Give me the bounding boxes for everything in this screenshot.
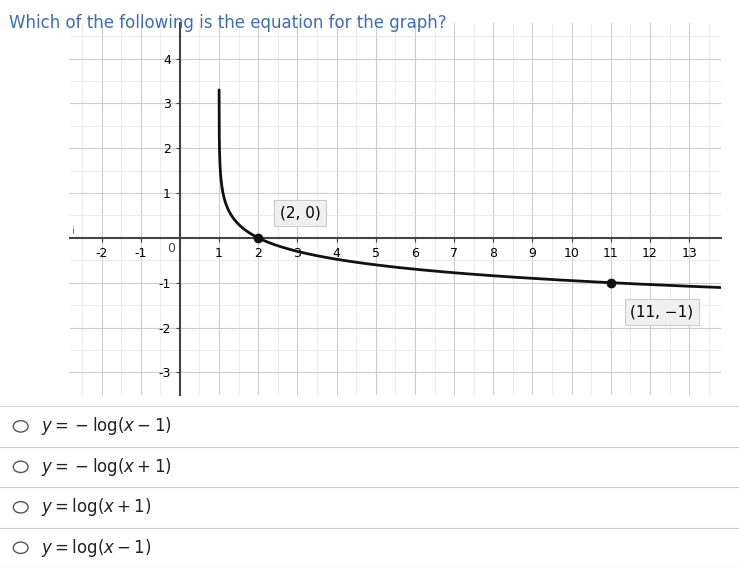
Text: $y = -\log(x + 1)$: $y = -\log(x + 1)$ (41, 456, 171, 478)
Text: i: i (72, 225, 75, 236)
Text: 0: 0 (167, 243, 175, 256)
Text: (2, 0): (2, 0) (280, 206, 321, 221)
Text: $y = \log(x - 1)$: $y = \log(x - 1)$ (41, 537, 151, 559)
Text: $y = \log(x + 1)$: $y = \log(x + 1)$ (41, 496, 151, 518)
Text: (11, −1): (11, −1) (630, 304, 693, 319)
Text: $y = -\log(x - 1)$: $y = -\log(x - 1)$ (41, 415, 171, 437)
Text: Which of the following is the equation for the graph?: Which of the following is the equation f… (9, 14, 446, 32)
